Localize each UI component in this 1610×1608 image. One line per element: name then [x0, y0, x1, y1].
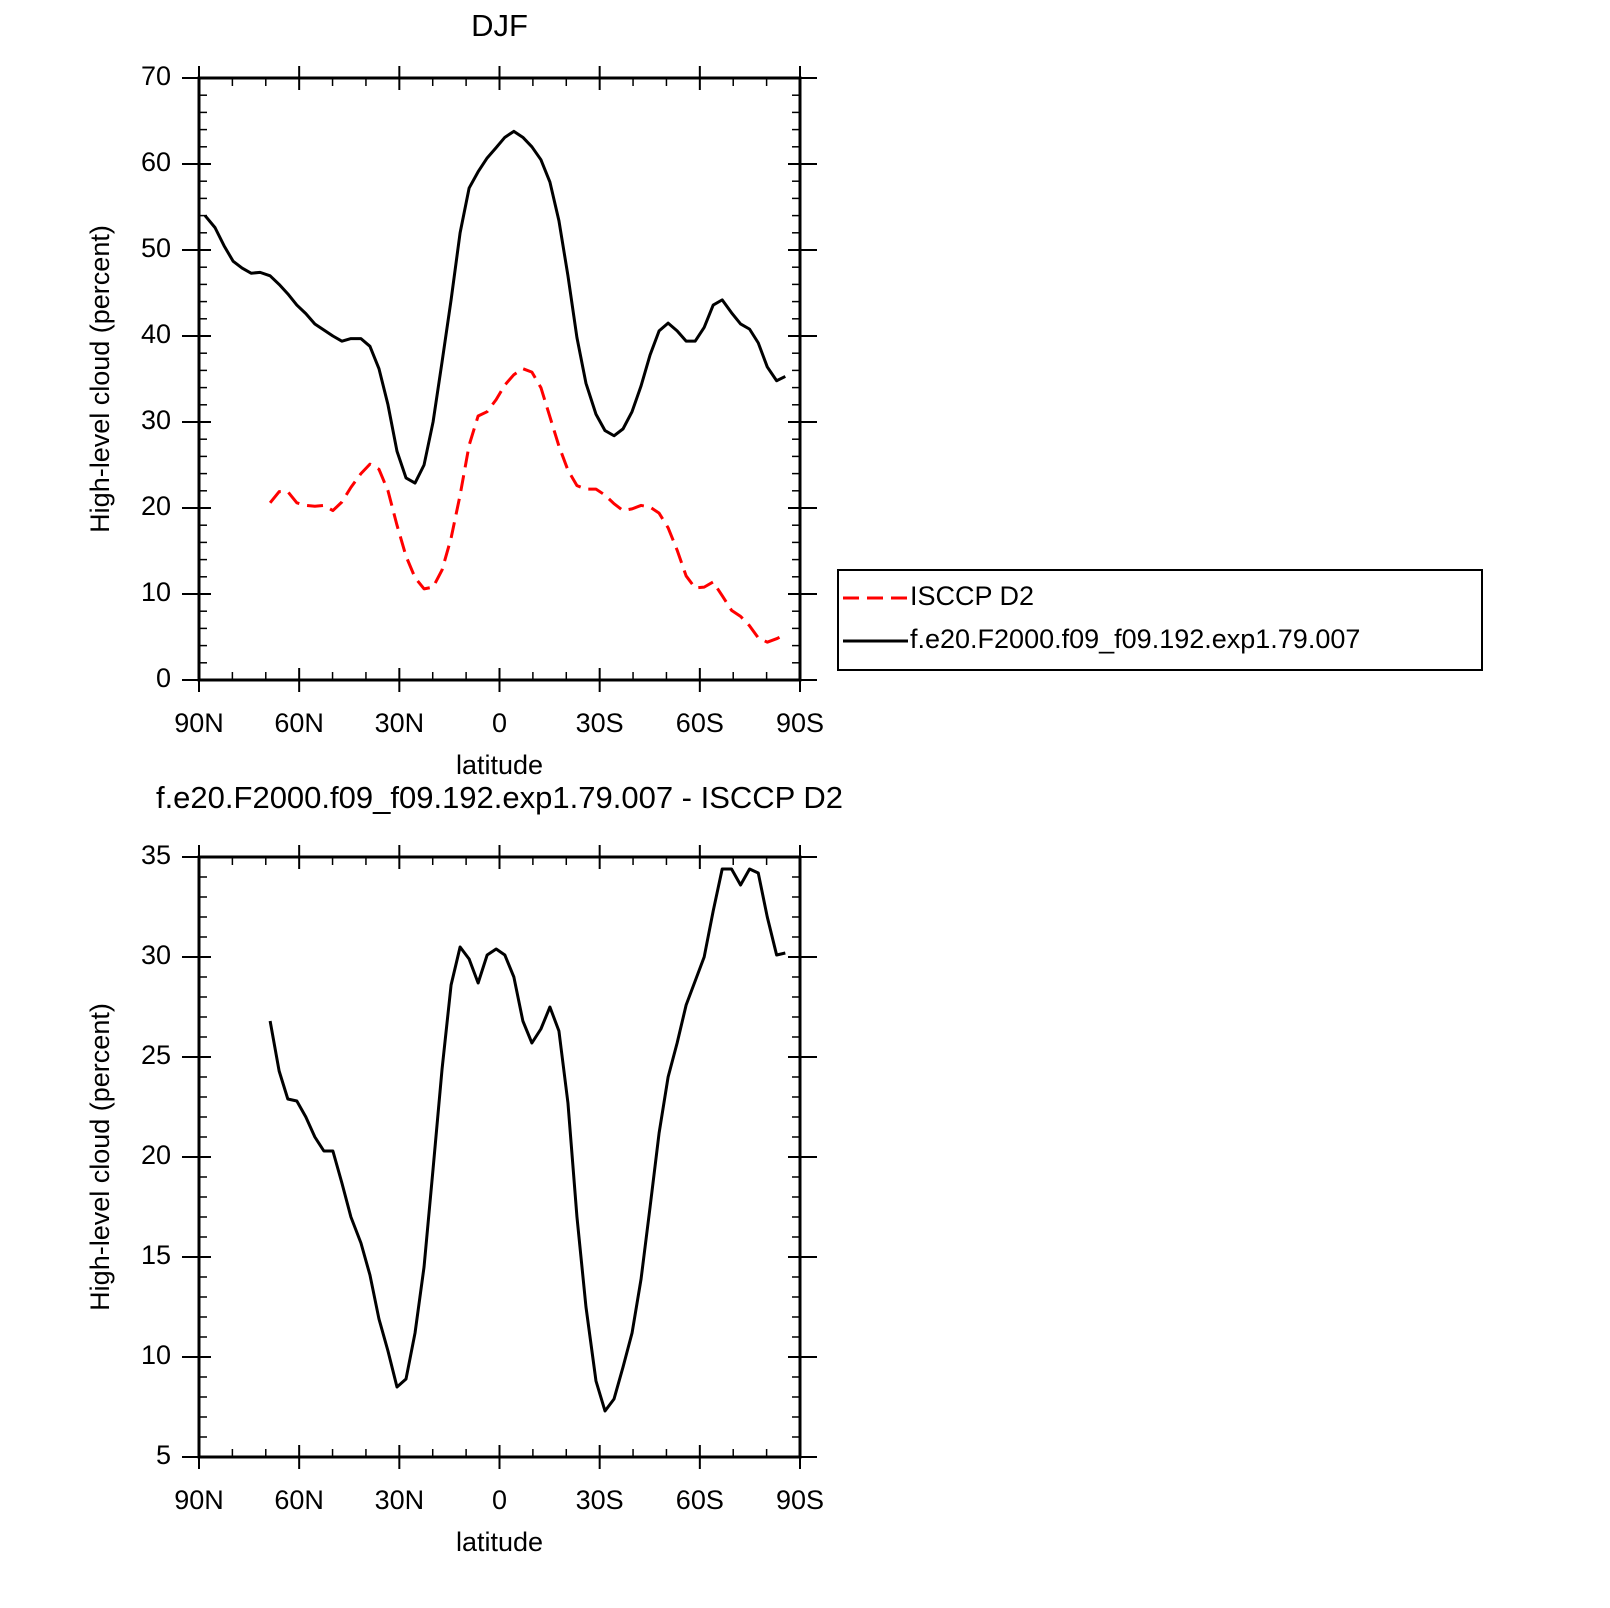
y-tick-label: 25: [141, 1040, 171, 1070]
y-tick-label: 5: [156, 1440, 171, 1470]
x-tick-label: 0: [492, 1485, 507, 1515]
plot-frame: [197, 76, 802, 682]
data-line: [203, 129, 786, 485]
x-tick-label: 90S: [776, 1485, 824, 1515]
y-tick-label: 35: [141, 840, 171, 870]
y-tick-label: 15: [141, 1240, 171, 1270]
y-tick-label: 70: [141, 61, 171, 91]
y-tick-label: 30: [141, 405, 171, 435]
y-tick-label: 0: [156, 663, 171, 693]
plot-frame: [197, 855, 802, 1459]
x-tick-label: 60S: [676, 708, 724, 738]
legend-label: ISCCP D2: [910, 581, 1034, 611]
chart-title: DJF: [471, 8, 528, 43]
y-tick-label: 10: [141, 1340, 171, 1370]
x-tick-label: 0: [492, 708, 507, 738]
data-line: [268, 367, 786, 644]
x-tick-label: 60N: [274, 1485, 324, 1515]
y-tick-label: 60: [141, 147, 171, 177]
x-tick-label: 30S: [576, 1485, 624, 1515]
y-axis-label: High-level cloud (percent): [85, 1003, 115, 1311]
x-tick-label: 90N: [174, 1485, 224, 1515]
y-tick-label: 40: [141, 319, 171, 349]
x-tick-label: 30N: [375, 1485, 425, 1515]
x-tick-label: 60N: [274, 708, 324, 738]
x-axis-label: latitude: [456, 750, 543, 780]
legend-box: [837, 569, 1483, 671]
y-tick-label: 10: [141, 577, 171, 607]
x-tick-label: 90N: [174, 708, 224, 738]
y-tick-label: 20: [141, 491, 171, 521]
data-line: [268, 867, 786, 1413]
legend-label: f.e20.F2000.f09_f09.192.exp1.79.007: [910, 624, 1360, 654]
y-tick-label: 50: [141, 233, 171, 263]
x-axis-label: latitude: [456, 1527, 543, 1557]
x-tick-label: 90S: [776, 708, 824, 738]
x-tick-label: 60S: [676, 1485, 724, 1515]
y-axis-label: High-level cloud (percent): [85, 225, 115, 533]
y-tick-label: 30: [141, 940, 171, 970]
x-tick-label: 30S: [576, 708, 624, 738]
chart-title: f.e20.F2000.f09_f09.192.exp1.79.007 - IS…: [156, 780, 843, 815]
x-tick-label: 30N: [375, 708, 425, 738]
y-tick-label: 20: [141, 1140, 171, 1170]
